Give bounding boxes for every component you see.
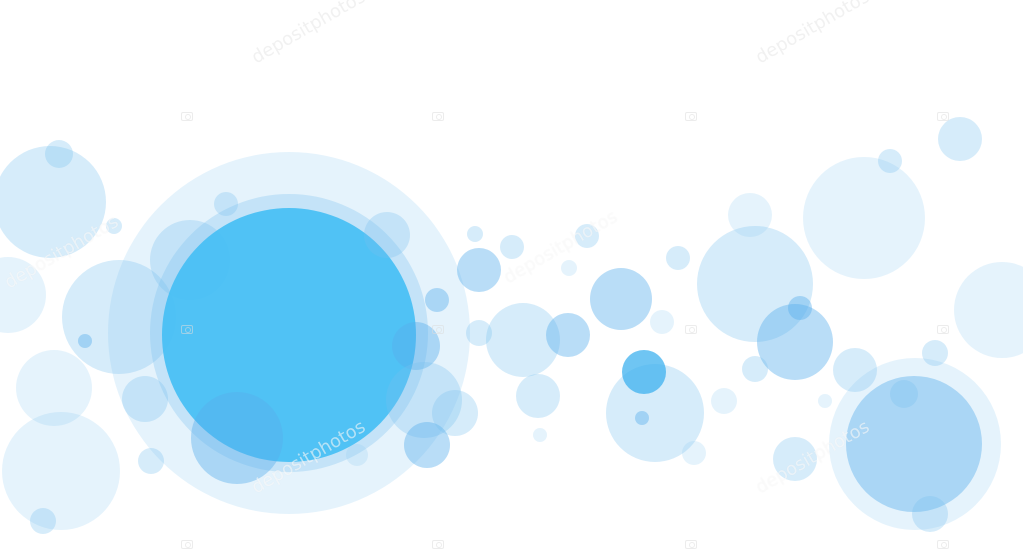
left-top-bubble bbox=[0, 146, 106, 258]
left-middle-bubble bbox=[62, 260, 176, 374]
right-top-corner-bubble bbox=[938, 117, 982, 161]
left-mini-bubble-b bbox=[78, 334, 92, 348]
watermark-top-right: depositphotos bbox=[752, 0, 874, 69]
watermark-top-left: depositphotos bbox=[248, 0, 370, 69]
center-bubble-17 bbox=[533, 428, 547, 442]
center-bubble-15 bbox=[650, 310, 674, 334]
right-lower-small-bubble-5 bbox=[818, 394, 832, 408]
main-right-lower-bubble bbox=[386, 362, 462, 438]
left-lower-bubble bbox=[16, 350, 92, 426]
main-top-small-bubble bbox=[214, 192, 238, 216]
center-bubble-5 bbox=[486, 303, 560, 377]
watermark-camera-icon bbox=[937, 540, 949, 549]
center-bubble-7 bbox=[516, 374, 560, 418]
center-bubble-9 bbox=[561, 260, 577, 276]
main-bottom-right-bubble bbox=[404, 422, 450, 468]
right-lower-small-bubble-3 bbox=[890, 380, 918, 408]
center-bubble-1 bbox=[457, 248, 501, 292]
center-bubble-4 bbox=[500, 235, 524, 259]
center-bubble-3 bbox=[467, 226, 483, 242]
watermark-camera-icon bbox=[937, 112, 949, 121]
left-mini-bubble-a bbox=[106, 218, 122, 234]
watermark-camera-icon bbox=[937, 325, 949, 334]
right-tiny-bubble-1 bbox=[788, 296, 812, 320]
center-bubble-10 bbox=[575, 224, 599, 248]
watermark-camera-icon bbox=[181, 325, 193, 334]
right-lower-small-bubble-6 bbox=[912, 496, 948, 532]
watermark-camera-icon bbox=[181, 112, 193, 121]
center-bubble-2 bbox=[425, 288, 449, 312]
watermark-camera-icon bbox=[685, 540, 697, 549]
right-lower-small-bubble-1 bbox=[833, 348, 877, 392]
main-right-top-bubble bbox=[364, 212, 410, 258]
center-bubble-16 bbox=[666, 246, 690, 270]
right-edge-bubble bbox=[954, 262, 1023, 358]
watermark-camera-icon bbox=[685, 325, 697, 334]
main-bottom-overlap-bubble bbox=[191, 392, 283, 484]
left-mini-bubble-d bbox=[138, 448, 164, 474]
right-lower-halo-bubble bbox=[829, 358, 1001, 530]
main-right-small-bubble bbox=[432, 390, 478, 436]
right-lower-small-bubble-2 bbox=[922, 340, 948, 366]
right-tiny-bubble-3 bbox=[711, 388, 737, 414]
left-bottom-bubble bbox=[2, 412, 120, 530]
watermark-camera-icon bbox=[432, 112, 444, 121]
left-small-bubble bbox=[45, 140, 73, 168]
right-lower-core-bubble bbox=[846, 376, 982, 512]
center-bubble-11 bbox=[590, 268, 652, 330]
right-top-small-bubble bbox=[728, 193, 772, 237]
right-tiny-bubble-2 bbox=[742, 356, 768, 382]
center-bubble-8 bbox=[466, 320, 492, 346]
center-bubble-6 bbox=[546, 313, 590, 357]
right-overlap-bubble bbox=[757, 304, 833, 380]
right-lower-small-bubble-4 bbox=[773, 437, 817, 481]
watermark-camera-icon bbox=[432, 540, 444, 549]
left-mini-bubble-c bbox=[122, 376, 168, 422]
right-upper-bubble bbox=[803, 157, 925, 279]
watermark-camera-icon bbox=[432, 325, 444, 334]
watermark-camera-icon bbox=[685, 112, 697, 121]
right-upper-tiny-bubble bbox=[878, 149, 902, 173]
left-tiny-bubble bbox=[30, 508, 56, 534]
center-bubble-13 bbox=[622, 350, 666, 394]
center-bubble-14 bbox=[635, 411, 649, 425]
right-lower-small-bubble-7 bbox=[682, 441, 706, 465]
watermark-camera-icon bbox=[181, 540, 193, 549]
right-large-bubble-1 bbox=[697, 226, 813, 342]
main-lower-small-bubble bbox=[346, 444, 368, 466]
main-blue-circle bbox=[162, 208, 416, 462]
